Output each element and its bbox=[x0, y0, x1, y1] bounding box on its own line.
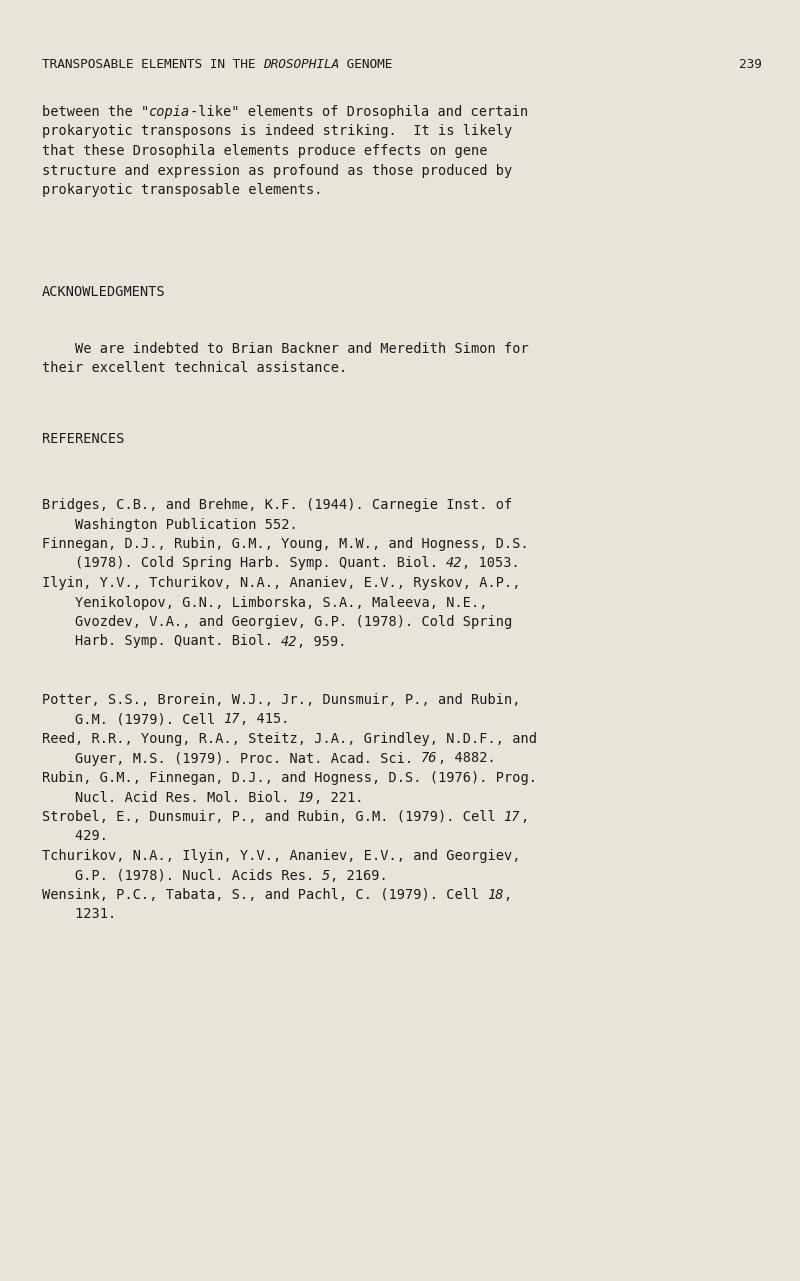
Text: , 959.: , 959. bbox=[298, 634, 347, 648]
Text: 18: 18 bbox=[487, 888, 504, 902]
Text: that these Drosophila elements produce effects on gene: that these Drosophila elements produce e… bbox=[42, 143, 487, 158]
Text: , 2169.: , 2169. bbox=[330, 869, 388, 883]
Text: , 221.: , 221. bbox=[314, 790, 363, 804]
Text: ,: , bbox=[520, 810, 528, 824]
Text: Wensink, P.C., Tabata, S., and Pachl, C. (1979). Cell: Wensink, P.C., Tabata, S., and Pachl, C.… bbox=[42, 888, 487, 902]
Text: 76: 76 bbox=[421, 752, 438, 766]
Text: Finnegan, D.J., Rubin, G.M., Young, M.W., and Hogness, D.S.: Finnegan, D.J., Rubin, G.M., Young, M.W.… bbox=[42, 537, 528, 551]
Text: 429.: 429. bbox=[42, 830, 107, 843]
Text: ACKNOWLEDGMENTS: ACKNOWLEDGMENTS bbox=[42, 284, 166, 298]
Text: G.P. (1978). Nucl. Acids Res.: G.P. (1978). Nucl. Acids Res. bbox=[42, 869, 322, 883]
Text: 239: 239 bbox=[738, 58, 762, 70]
Text: , 4882.: , 4882. bbox=[438, 752, 495, 766]
Text: Bridges, C.B., and Brehme, K.F. (1944). Carnegie Inst. of: Bridges, C.B., and Brehme, K.F. (1944). … bbox=[42, 498, 512, 512]
Text: 19: 19 bbox=[298, 790, 314, 804]
Text: ,: , bbox=[504, 888, 512, 902]
Text: 17: 17 bbox=[504, 810, 520, 824]
Text: prokaryotic transposable elements.: prokaryotic transposable elements. bbox=[42, 183, 322, 197]
Text: Nucl. Acid Res. Mol. Biol.: Nucl. Acid Res. Mol. Biol. bbox=[42, 790, 298, 804]
Text: , 415.: , 415. bbox=[240, 712, 289, 726]
Text: Gvozdev, V.A., and Georgiev, G.P. (1978). Cold Spring: Gvozdev, V.A., and Georgiev, G.P. (1978)… bbox=[42, 615, 512, 629]
Text: (1978). Cold Spring Harb. Symp. Quant. Biol.: (1978). Cold Spring Harb. Symp. Quant. B… bbox=[42, 556, 446, 570]
Text: G.M. (1979). Cell: G.M. (1979). Cell bbox=[42, 712, 223, 726]
Text: Potter, S.S., Brorein, W.J., Jr., Dunsmuir, P., and Rubin,: Potter, S.S., Brorein, W.J., Jr., Dunsmu… bbox=[42, 693, 520, 707]
Text: -like" elements of Drosophila and certain: -like" elements of Drosophila and certai… bbox=[190, 105, 528, 119]
Text: Rubin, G.M., Finnegan, D.J., and Hogness, D.S. (1976). Prog.: Rubin, G.M., Finnegan, D.J., and Hogness… bbox=[42, 771, 537, 785]
Text: Guyer, M.S. (1979). Proc. Nat. Acad. Sci.: Guyer, M.S. (1979). Proc. Nat. Acad. Sci… bbox=[42, 752, 421, 766]
Text: GENOME: GENOME bbox=[339, 58, 392, 70]
Text: 17: 17 bbox=[223, 712, 240, 726]
Text: DROSOPHILA: DROSOPHILA bbox=[262, 58, 339, 70]
Text: 42: 42 bbox=[281, 634, 298, 648]
Text: TRANSPOSABLE ELEMENTS IN THE: TRANSPOSABLE ELEMENTS IN THE bbox=[42, 58, 262, 70]
Text: , 1053.: , 1053. bbox=[462, 556, 520, 570]
Text: between the ": between the " bbox=[42, 105, 149, 119]
Text: 5: 5 bbox=[322, 869, 330, 883]
Text: We are indebted to Brian Backner and Meredith Simon for: We are indebted to Brian Backner and Mer… bbox=[42, 342, 528, 356]
Text: Harb. Symp. Quant. Biol.: Harb. Symp. Quant. Biol. bbox=[42, 634, 281, 648]
Text: Ilyin, Y.V., Tchurikov, N.A., Ananiev, E.V., Ryskov, A.P.,: Ilyin, Y.V., Tchurikov, N.A., Ananiev, E… bbox=[42, 576, 520, 591]
Text: prokaryotic transposons is indeed striking.  It is likely: prokaryotic transposons is indeed striki… bbox=[42, 124, 512, 138]
Text: Tchurikov, N.A., Ilyin, Y.V., Ananiev, E.V., and Georgiev,: Tchurikov, N.A., Ilyin, Y.V., Ananiev, E… bbox=[42, 849, 520, 863]
Text: Strobel, E., Dunsmuir, P., and Rubin, G.M. (1979). Cell: Strobel, E., Dunsmuir, P., and Rubin, G.… bbox=[42, 810, 504, 824]
Text: REFERENCES: REFERENCES bbox=[42, 432, 124, 446]
Text: structure and expression as profound as those produced by: structure and expression as profound as … bbox=[42, 164, 512, 178]
Text: their excellent technical assistance.: their excellent technical assistance. bbox=[42, 361, 347, 375]
Text: 1231.: 1231. bbox=[42, 907, 116, 921]
Text: 42: 42 bbox=[446, 556, 462, 570]
Text: Washington Publication 552.: Washington Publication 552. bbox=[42, 518, 298, 532]
Text: copia: copia bbox=[149, 105, 190, 119]
Text: Reed, R.R., Young, R.A., Steitz, J.A., Grindley, N.D.F., and: Reed, R.R., Young, R.A., Steitz, J.A., G… bbox=[42, 731, 537, 746]
Text: Yenikolopov, G.N., Limborska, S.A., Maleeva, N.E.,: Yenikolopov, G.N., Limborska, S.A., Male… bbox=[42, 596, 487, 610]
